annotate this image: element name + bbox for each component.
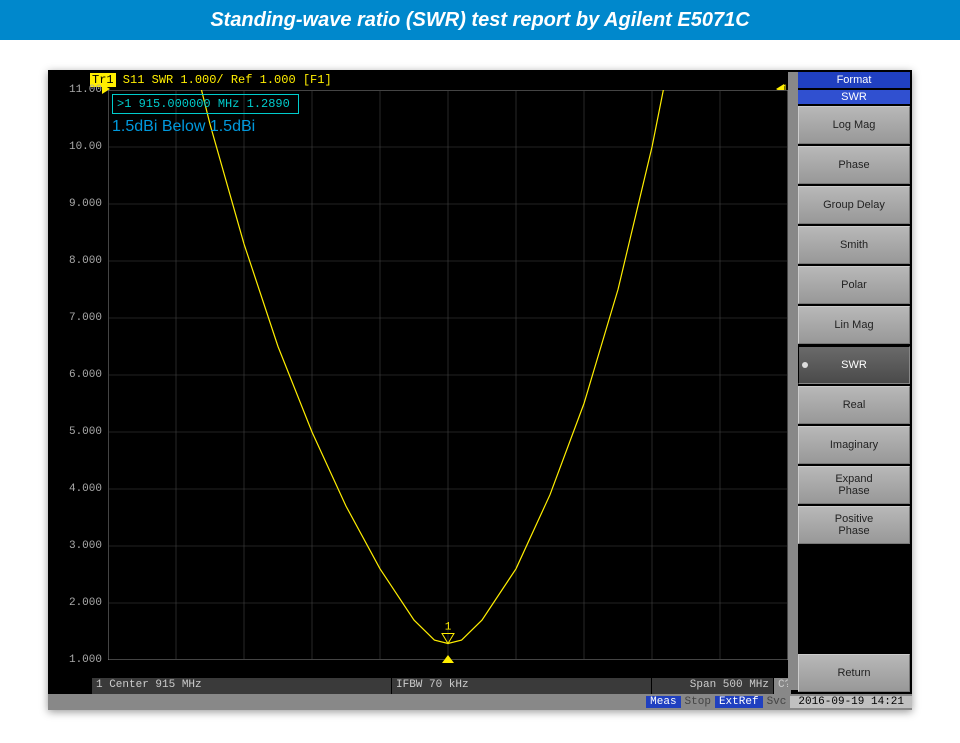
format-button-lin-mag[interactable]: Lin Mag <box>798 306 910 344</box>
y-tick-label: 4.000 <box>69 483 102 495</box>
y-tick-label: 8.000 <box>69 255 102 267</box>
y-tick-label: 3.000 <box>69 540 102 552</box>
format-panel-current: SWR <box>798 90 910 104</box>
format-button-imaginary[interactable]: Imaginary <box>798 426 910 464</box>
format-button-swr[interactable]: SWR <box>798 346 910 384</box>
status-meas: Meas <box>646 696 680 708</box>
format-button-real[interactable]: Real <box>798 386 910 424</box>
format-panel-title: Format <box>798 72 910 88</box>
center-freq-label: 1 Center 915 MHz <box>92 678 392 694</box>
span-label: Span 500 MHz <box>652 678 774 694</box>
y-tick-label: 2.000 <box>69 597 102 609</box>
format-button-smith[interactable]: Smith <box>798 226 910 264</box>
status-extref: ExtRef <box>715 696 763 708</box>
format-button-log-mag[interactable]: Log Mag <box>798 106 910 144</box>
format-button-group-delay[interactable]: Group Delay <box>798 186 910 224</box>
format-button-phase[interactable]: Phase <box>798 146 910 184</box>
plot-svg: 1 <box>108 90 788 660</box>
instrument-screen: Tr1 S11 SWR 1.000/ Ref 1.000 [F1] 1 11.0… <box>48 70 912 710</box>
y-tick-label: 7.000 <box>69 312 102 324</box>
status-stop: Stop <box>681 696 715 708</box>
format-button-expand-phase[interactable]: Expand Phase <box>798 466 910 504</box>
annotation-text: 1.5dBi Below 1.5dBi <box>112 118 255 136</box>
y-tick-label: 1.000 <box>69 654 102 666</box>
y-tick-label: 6.000 <box>69 369 102 381</box>
y-tick-label: 10.00 <box>69 141 102 153</box>
status-svc: Svc <box>763 696 791 708</box>
y-tick-label: 9.000 <box>69 198 102 210</box>
y-tick-label: 5.000 <box>69 426 102 438</box>
trace-info: Tr1 S11 SWR 1.000/ Ref 1.000 [F1] <box>90 73 332 87</box>
side-scrollbar[interactable] <box>788 72 798 690</box>
format-button-positive-phase[interactable]: Positive Phase <box>798 506 910 544</box>
page-title: Standing-wave ratio (SWR) test report by… <box>0 0 960 40</box>
center-freq-marker-icon <box>442 655 454 663</box>
ifbw-label: IFBW 70 kHz <box>392 678 652 694</box>
svg-text:1: 1 <box>445 621 452 633</box>
trace-params: S11 SWR 1.000/ Ref 1.000 [F1] <box>116 73 332 87</box>
status-bar: Meas Stop ExtRef Svc 2016-09-19 14:21 <box>48 694 912 710</box>
y-tick-label: 11.00 <box>69 84 102 96</box>
format-panel: Format SWR Log MagPhaseGroup DelaySmithP… <box>798 72 910 692</box>
y-axis-labels: 11.0010.009.0008.0007.0006.0005.0004.000… <box>48 90 106 660</box>
marker-readout: >1 915.000000 MHz 1.2890 <box>112 94 299 114</box>
format-button-polar[interactable]: Polar <box>798 266 910 304</box>
status-datetime: 2016-09-19 14:21 <box>790 696 912 708</box>
return-button[interactable]: Return <box>798 654 910 692</box>
bottom-info-bar: 1 Center 915 MHz IFBW 70 kHz Span 500 MH… <box>92 678 792 694</box>
plot-area: 1 <box>108 90 788 660</box>
